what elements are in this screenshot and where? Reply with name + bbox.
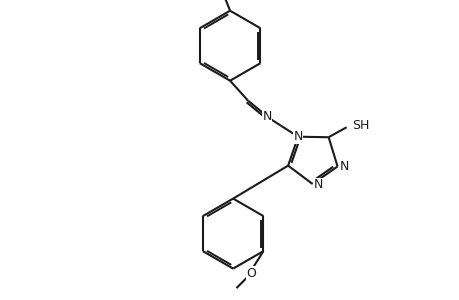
Text: O: O xyxy=(246,267,256,280)
Text: N: N xyxy=(339,160,348,173)
Text: SH: SH xyxy=(351,119,368,132)
Text: N: N xyxy=(262,110,271,123)
Text: N: N xyxy=(293,130,302,143)
Text: N: N xyxy=(313,178,322,191)
